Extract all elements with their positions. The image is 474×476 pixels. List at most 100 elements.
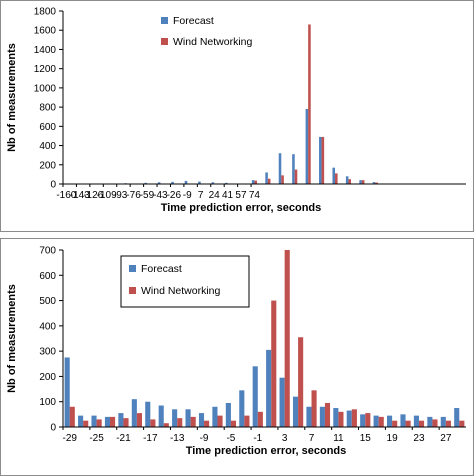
chart-1-xtick-label: -1 <box>253 433 262 444</box>
chart-1-bar-forecast <box>266 349 272 427</box>
chart-1-bar-wind-networking <box>311 390 317 427</box>
chart-0-bar-wind-networking <box>254 180 257 184</box>
chart-1-bar-forecast <box>172 409 178 427</box>
chart-1-legend-label: Wind Networking <box>141 285 221 297</box>
chart-1-bar-forecast <box>239 390 245 427</box>
chart-1-bar-wind-networking <box>257 411 263 427</box>
chart-0-bar-forecast <box>251 180 255 184</box>
chart-0-ytick-label: 1000 <box>34 83 57 94</box>
chart-1-xtick-label: 3 <box>282 433 288 444</box>
chart-0-xtick-label: -26 <box>167 190 182 201</box>
chart-1-bar-forecast <box>427 416 433 427</box>
chart-1-bar-forecast <box>333 408 339 427</box>
chart-1-bar-forecast <box>306 406 312 427</box>
chart-0-ytick-label: 200 <box>39 160 56 171</box>
chart-0-bar-forecast <box>292 154 295 184</box>
chart-1-bar-forecast <box>454 408 460 427</box>
chart-0-xtick-label: 41 <box>222 190 234 201</box>
chart-1-bar-wind-networking <box>136 413 142 427</box>
chart-1-bar-forecast <box>252 366 258 427</box>
chart-0-legend-swatch-forecast <box>161 17 168 24</box>
chart-1-legend-swatch-wind-networking <box>129 287 136 294</box>
chart-1-bar-wind-networking <box>271 300 277 427</box>
chart-1-xtick-label: 7 <box>309 433 315 444</box>
chart-1-bar-forecast <box>373 415 379 427</box>
chart-0-xtick-label: -160 <box>56 190 76 201</box>
chart-0-bar-forecast <box>345 176 349 184</box>
chart-panel-top: 0 200 400 600 800 1000 1200 1400 1600 1800 -160 -14… <box>0 0 474 232</box>
chart-0-ytick-label: 0 <box>50 180 56 191</box>
chart-1-bar-wind-networking <box>324 402 331 427</box>
chart-1-bar-wind-networking <box>378 416 384 427</box>
chart-0-y-axis-title: Nb of measurements <box>6 43 18 152</box>
chart-0-xtick-label: -9 <box>183 190 192 201</box>
chart-1-xtick-label: -9 <box>200 433 209 444</box>
chart-0-bar-wind-networking <box>308 24 311 185</box>
chart-1-xtick-label: 23 <box>413 433 425 444</box>
chart-1-ytick-label: 700 <box>39 246 56 257</box>
chart-0-x-axis-title: Time prediction error, seconds <box>161 202 322 214</box>
chart-1-bar-wind-networking <box>338 411 344 427</box>
chart-1-bar-wind-networking <box>110 416 116 427</box>
chart-1-ytick-label: 300 <box>39 347 56 358</box>
chart-0-ytick-label: 1400 <box>34 45 57 56</box>
chart-1-bar-wind-networking <box>69 406 75 427</box>
chart-0-ytick-label: 600 <box>39 122 56 133</box>
chart-0-bar-forecast <box>171 181 174 184</box>
chart-1-bar-forecast <box>346 410 352 427</box>
chart-0-xtick-label: -93 <box>113 190 128 201</box>
chart-1-bar-forecast <box>198 413 205 427</box>
chart-1-bar-wind-networking <box>392 420 398 427</box>
chart-top: 0 200 400 600 800 1000 1200 1400 1600 1800 -160-14… <box>6 7 466 214</box>
chart-0-bar-forecast <box>359 180 362 184</box>
chart-1-xtick-label: 11 <box>333 433 344 444</box>
chart-0-xtick-label: -109 <box>97 190 117 201</box>
chart-1-ytick-label: 0 <box>50 423 56 434</box>
chart-0-xtick-label: -126 <box>83 190 103 201</box>
chart-0-legend-label: Wind Networking <box>173 36 253 48</box>
chart-1-bar-wind-networking <box>96 419 102 427</box>
chart-1-bar-wind-networking <box>244 415 250 427</box>
chart-1-ytick-label: 100 <box>39 397 56 408</box>
chart-1-bar-forecast <box>292 396 299 427</box>
chart-1-bar-forecast <box>360 414 366 427</box>
chart-0-bar-forecast <box>305 109 309 184</box>
chart-0-bar-wind-networking <box>361 180 365 184</box>
chart-0-bar-forecast <box>144 182 147 184</box>
chart-0-bar-forecast <box>265 172 268 184</box>
chart-0-bar-forecast <box>211 182 215 184</box>
chart-0-xtick-label: -59 <box>140 190 155 201</box>
chart-1-bar-wind-networking <box>405 420 411 427</box>
chart-1-xtick-label: -21 <box>116 433 131 444</box>
chart-1-ytick-label: 600 <box>39 271 56 282</box>
chart-1-bar-forecast <box>440 416 446 427</box>
chart-0-bar-forecast <box>184 180 188 184</box>
chart-1-xtick-label: 19 <box>387 433 399 444</box>
chart-1-bar-wind-networking <box>459 420 465 427</box>
chart-0-legend-swatch-wind-networking <box>161 38 168 45</box>
chart-1-legend-label: Forecast <box>141 263 182 275</box>
chart-1-bar-wind-networking <box>190 416 196 427</box>
chart-0-ytick-label: 1800 <box>34 7 57 18</box>
chart-1-bar-forecast <box>145 401 151 427</box>
chart-1-bar-wind-networking <box>230 420 237 427</box>
chart-0-bar-wind-networking <box>375 182 378 184</box>
chart-0-ytick-label: 400 <box>39 141 56 152</box>
chart-0-bar-forecast <box>372 182 376 184</box>
chart-0-bar-forecast <box>198 181 201 184</box>
chart-0-xtick-label: 7 <box>198 190 204 201</box>
chart-1-bar-wind-networking <box>432 419 438 427</box>
chart-1-bar-wind-networking <box>204 420 210 427</box>
chart-1-xtick-label: -29 <box>62 433 77 444</box>
chart-1-bar-forecast <box>104 416 111 427</box>
chart-1-bar-wind-networking <box>365 413 371 427</box>
chart-0-bar-wind-networking <box>281 175 284 184</box>
chart-0-ytick-label: 1200 <box>34 64 57 75</box>
chart-1-x-axis-title: Time prediction error, seconds <box>186 445 347 457</box>
chart-1-bar-wind-networking <box>217 415 223 427</box>
chart-1-bar-forecast <box>185 409 191 427</box>
chart-1-bar-wind-networking <box>150 419 156 427</box>
chart-1-bar-forecast <box>118 413 124 427</box>
chart-panel-bottom: 0 100 200 300 400 500 600 700 -29 -25 -21 -17 -13 -9-… <box>0 238 474 476</box>
